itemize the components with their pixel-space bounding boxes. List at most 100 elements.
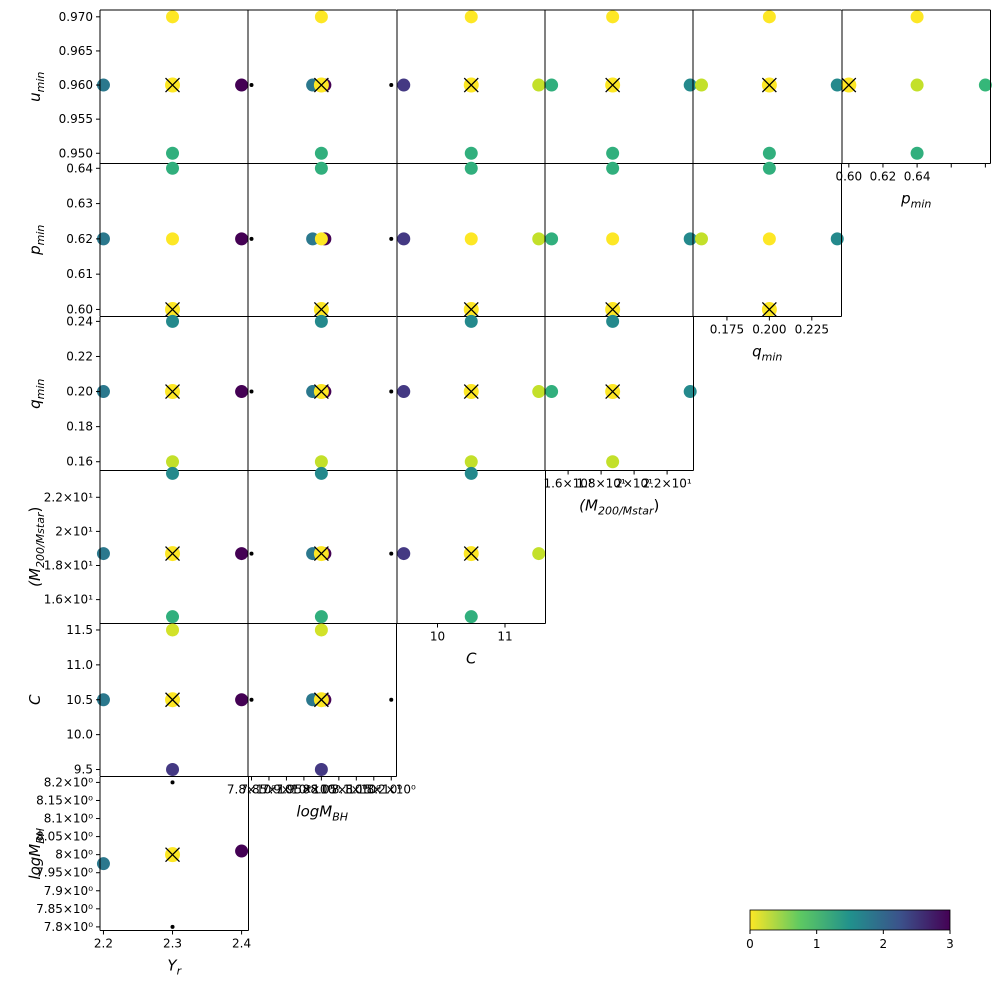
scatter-point [532,385,546,399]
scatter-point [464,146,478,160]
scatter-point [762,146,776,160]
scatter-point [314,314,328,328]
y-tick-label: 8.05×10⁰ [36,830,93,844]
scatter-point [606,455,620,469]
panel-C-vs-Yr: 9.5 10.0 10.5 11.0 11.5 [66,623,249,777]
scatter-point [762,161,776,175]
best-marker-x [463,384,479,400]
x-tick-label: 8.05×10⁰ [310,783,367,797]
y-tick-label: 9.5 [74,763,93,777]
best-marker-x [605,77,621,93]
panel-umin-vs-C [396,9,546,164]
colorbar: 0 1 2 3 [746,909,954,951]
scatter-point [683,385,697,399]
scatter-point [314,466,328,480]
best-marker-x [605,301,621,317]
scatter-point [397,385,411,399]
x-tick-label: 7.85×10⁰ [241,783,298,797]
scatter-point-small [170,780,175,785]
scatter-point [397,547,411,561]
scatter-point [166,161,180,175]
x-tick-label: 8.15×10⁰ [345,783,402,797]
scatter-point [166,146,180,160]
scatter-point-small [249,551,254,556]
scatter-point [694,78,708,92]
scatter-point [96,857,110,871]
y-tick-label: 0.16 [66,455,93,469]
y-axis-label-C: C [26,694,44,705]
best-marker-x [761,77,777,93]
scatter-point-small [170,924,175,929]
y-tick-label: 2×10¹ [55,524,93,538]
scatter-point [166,314,180,328]
panel-M200-vs-Yr: 1.6×10¹ 1.8×10¹ 2×10¹ 2.2×10¹ [44,466,249,624]
scatter-point [464,314,478,328]
y-tick-label: 8.15×10⁰ [36,793,93,807]
scatter-point [683,78,697,92]
scatter-point [166,763,180,777]
panel-qmin-vs-logMBH [247,314,397,471]
colorbar-tick-label: 1 [813,937,821,951]
scatter-point [166,232,180,246]
scatter-point [606,161,620,175]
x-tick-label: 7.8×10⁰ [227,783,276,797]
x-tick-label: 8.1×10⁰ [332,783,381,797]
y-tick-label: 1.6×10¹ [44,593,93,607]
panel-pmin-vs-M200 [544,161,697,317]
y-axis-label-logMBH: logMBH [26,828,47,880]
scatter-point [683,232,697,246]
y-tick-label: 8×10⁰ [55,848,93,862]
scatter-point [545,78,559,92]
y-tick-label: 11.5 [66,623,93,637]
scatter-point [910,10,924,24]
x-axis-label-M200: (M200/Mstar) [579,497,659,518]
best-marker-x [463,546,479,562]
scatter-point [606,146,620,160]
scatter-point [166,623,180,637]
x-tick-label: 7.95×10⁰ [275,783,332,797]
y-tick-label: 8.2×10⁰ [44,775,93,789]
x-tick-label: 10 [430,630,445,644]
y-tick-label: 1.8×10¹ [44,559,93,573]
y-tick-label: 10.5 [66,693,93,707]
scatter-point [910,78,924,92]
x-tick-label: 2.4 [232,937,251,951]
y-tick-label: 0.970 [59,10,93,24]
colorbar-ticks: 0 1 2 3 [746,930,954,951]
scatter-point-small [249,83,254,88]
scatter-point [606,314,620,328]
x-tick-label: 0.225 [795,323,829,337]
best-marker-x [165,77,180,93]
panel-logMBH-vs-Yr: 7.8×10⁰ 7.85×10⁰ 7.9×10⁰ 7.95×10⁰ 8×10⁰ 8.05×… [36,775,251,950]
scatter-point [166,455,180,469]
panel-umin-vs-pmin: 0.60 0.62 0.64 [835,9,992,184]
y-axis-label-umin: umin [26,72,47,102]
best-marker-x [605,384,621,400]
y-tick-label: 0.64 [66,161,93,175]
scatter-point-small [249,236,254,241]
panel-umin-vs-logMBH [247,9,397,164]
best-marker-x [313,384,329,400]
scatter-point [235,844,249,858]
best-marker-x [313,546,329,562]
scatter-point [532,78,546,92]
x-tick-label: 0.60 [835,170,862,184]
y-tick-label: 7.85×10⁰ [36,902,93,916]
scatter-point [314,623,328,637]
scatter-point [314,146,328,160]
x-tick-label: 2.2×10¹ [642,477,691,491]
panel-M200-vs-logMBH [247,466,397,624]
y-tick-label: 0.955 [59,112,93,126]
best-marker-x [313,77,329,93]
scatter-point [464,610,478,624]
y-tick-label: 2.2×10¹ [44,490,93,504]
y-tick-label: 0.61 [66,267,93,281]
best-marker-x [841,77,857,93]
scatter-point-small [389,551,394,556]
colorbar-tick-label: 3 [946,937,954,951]
scatter-point [830,232,844,246]
scatter-point [314,10,328,24]
y-tick-label: 0.22 [66,349,93,363]
